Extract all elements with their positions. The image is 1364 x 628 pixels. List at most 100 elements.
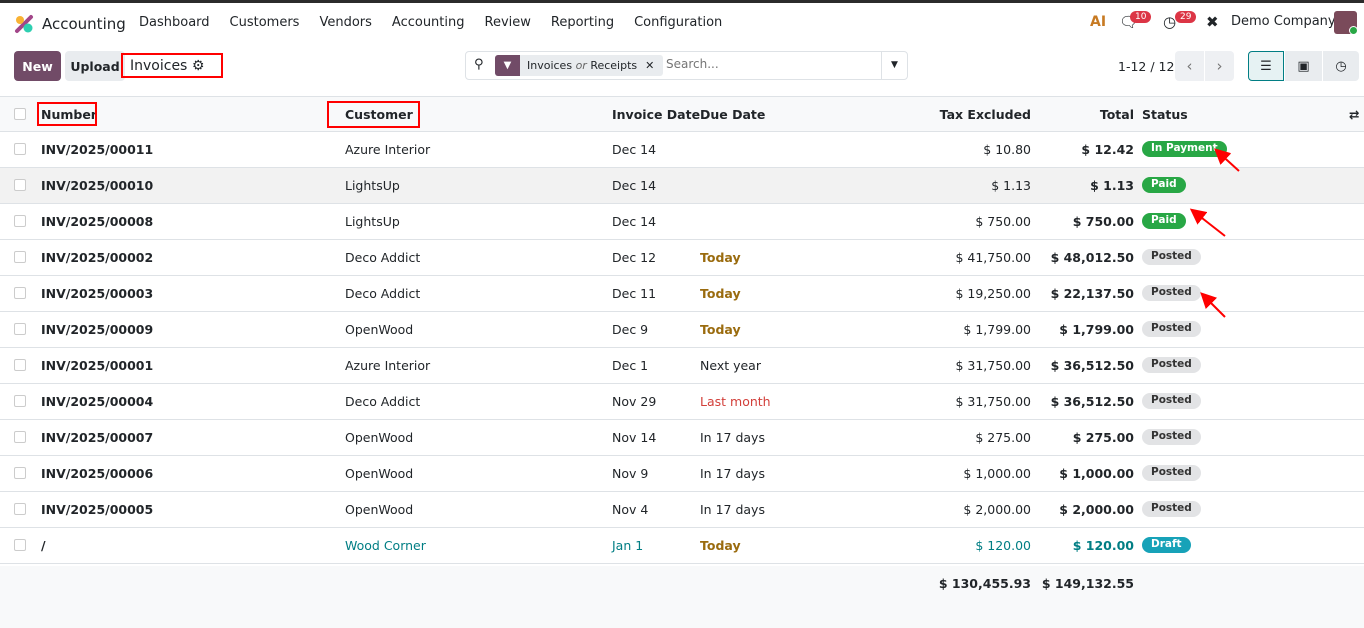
customer-name: OpenWood bbox=[345, 430, 414, 445]
annotation-arrow bbox=[1189, 208, 1226, 237]
customer-name: Deco Addict bbox=[345, 286, 421, 301]
company-switcher[interactable]: Demo Company bbox=[1231, 14, 1336, 29]
due-date: Today bbox=[700, 250, 741, 265]
column-invoice-date[interactable]: Invoice Date bbox=[612, 107, 701, 122]
column-customer[interactable]: Customer bbox=[345, 107, 413, 122]
activity-clock-icon[interactable]: ◷ bbox=[1163, 13, 1177, 31]
tax-excluded: $ 1.13 bbox=[991, 178, 1031, 193]
row-checkbox[interactable] bbox=[14, 287, 26, 299]
total: $ 1.13 bbox=[1090, 178, 1134, 193]
status-badge: Posted bbox=[1142, 465, 1201, 481]
row-checkbox[interactable] bbox=[14, 431, 26, 443]
customer-name: Wood Corner bbox=[345, 538, 426, 553]
table-row[interactable]: INV/2025/00008 LightsUp Dec 14 $ 750.00 … bbox=[0, 204, 1364, 240]
invoice-number[interactable]: INV/2025/00004 bbox=[41, 394, 154, 409]
tax-excluded: $ 1,799.00 bbox=[963, 322, 1031, 337]
tools-icon[interactable]: ✖ bbox=[1206, 13, 1219, 31]
invoice-number[interactable]: / bbox=[41, 538, 46, 553]
column-status[interactable]: Status bbox=[1142, 107, 1188, 122]
row-checkbox[interactable] bbox=[14, 215, 26, 227]
invoice-date: Nov 9 bbox=[612, 466, 649, 481]
menu-reporting[interactable]: Reporting bbox=[550, 15, 615, 30]
gear-icon[interactable]: ⚙ bbox=[191, 58, 205, 74]
column-tax-excluded[interactable]: Tax Excluded bbox=[939, 107, 1031, 122]
invoice-number[interactable]: INV/2025/00011 bbox=[41, 142, 154, 157]
invoice-number[interactable]: INV/2025/00001 bbox=[41, 358, 154, 373]
table-row[interactable]: INV/2025/00011 Azure Interior Dec 14 $ 1… bbox=[0, 132, 1364, 168]
menu-dashboard[interactable]: Dashboard bbox=[139, 15, 210, 30]
invoice-number[interactable]: INV/2025/00010 bbox=[41, 178, 154, 193]
new-button[interactable]: New bbox=[14, 51, 61, 81]
app-logo-icon[interactable] bbox=[14, 14, 34, 34]
table-row[interactable]: INV/2025/00007 OpenWood Nov 14 In 17 day… bbox=[0, 420, 1364, 456]
table-row[interactable]: INV/2025/00003 Deco Addict Dec 11 Today … bbox=[0, 276, 1364, 312]
total: $ 750.00 bbox=[1072, 214, 1134, 229]
menu-review[interactable]: Review bbox=[484, 15, 531, 30]
table-row[interactable]: INV/2025/00009 OpenWood Dec 9 Today $ 1,… bbox=[0, 312, 1364, 348]
app-name[interactable]: Accounting bbox=[42, 15, 126, 33]
activity-view-button[interactable]: ◷ bbox=[1323, 51, 1359, 81]
due-date: In 17 days bbox=[700, 466, 765, 481]
row-checkbox[interactable] bbox=[14, 395, 26, 407]
invoice-date: Dec 14 bbox=[612, 214, 657, 229]
pager-previous-button[interactable]: ‹ bbox=[1175, 51, 1204, 81]
invoice-number[interactable]: INV/2025/00008 bbox=[41, 214, 154, 229]
due-date: In 17 days bbox=[700, 430, 765, 445]
menu-configuration[interactable]: Configuration bbox=[634, 15, 723, 30]
row-checkbox[interactable] bbox=[14, 143, 26, 155]
invoice-number[interactable]: INV/2025/00005 bbox=[41, 502, 154, 517]
invoice-date: Jan 1 bbox=[612, 538, 644, 553]
status-badge: In Payment bbox=[1142, 141, 1227, 157]
total: $ 2,000.00 bbox=[1059, 502, 1134, 517]
list-view-button[interactable]: ☰ bbox=[1248, 51, 1284, 81]
column-total[interactable]: Total bbox=[1099, 107, 1134, 122]
upload-button[interactable]: Upload bbox=[65, 51, 125, 81]
total: $ 36,512.50 bbox=[1050, 358, 1134, 373]
pager-next-button[interactable]: › bbox=[1205, 51, 1234, 81]
invoice-number[interactable]: INV/2025/00009 bbox=[41, 322, 154, 337]
menu-vendors[interactable]: Vendors bbox=[319, 15, 372, 30]
invoice-number[interactable]: INV/2025/00007 bbox=[41, 430, 154, 445]
table-row[interactable]: / Wood Corner Jan 1 Today $ 120.00 $ 120… bbox=[0, 528, 1364, 564]
activities-badge: 29 bbox=[1175, 11, 1197, 23]
row-checkbox[interactable] bbox=[14, 539, 26, 551]
status-badge: Posted bbox=[1142, 249, 1201, 265]
row-checkbox[interactable] bbox=[14, 503, 26, 515]
invoice-date: Dec 9 bbox=[612, 322, 649, 337]
menu-customers[interactable]: Customers bbox=[229, 15, 300, 30]
tax-excluded: $ 2,000.00 bbox=[963, 502, 1031, 517]
table-row[interactable]: INV/2025/00010 LightsUp Dec 14 $ 1.13 $ … bbox=[0, 168, 1364, 204]
customer-name: OpenWood bbox=[345, 322, 414, 337]
kanban-view-button[interactable]: ▣ bbox=[1285, 51, 1322, 81]
search-options-toggle[interactable]: ▼ bbox=[881, 52, 907, 79]
row-checkbox[interactable] bbox=[14, 467, 26, 479]
table-row[interactable]: INV/2025/00005 OpenWood Nov 4 In 17 days… bbox=[0, 492, 1364, 528]
table-row[interactable]: INV/2025/00006 OpenWood Nov 9 In 17 days… bbox=[0, 456, 1364, 492]
invoice-number[interactable]: INV/2025/00006 bbox=[41, 466, 154, 481]
status-badge: Posted bbox=[1142, 501, 1201, 517]
tax-excluded: $ 41,750.00 bbox=[955, 250, 1031, 265]
filter-icon: ▼ bbox=[495, 55, 520, 76]
optional-columns-icon[interactable]: ⇄ bbox=[1349, 107, 1360, 122]
select-all-checkbox[interactable] bbox=[14, 108, 26, 120]
invoice-number[interactable]: INV/2025/00003 bbox=[41, 286, 154, 301]
column-number[interactable]: Number bbox=[41, 107, 97, 122]
search-icon[interactable]: ⚲ bbox=[474, 57, 484, 72]
invoice-number[interactable]: INV/2025/00002 bbox=[41, 250, 154, 265]
row-checkbox[interactable] bbox=[14, 323, 26, 335]
ai-icon[interactable]: AI bbox=[1090, 14, 1107, 30]
facet-remove-icon[interactable]: ✕ bbox=[645, 59, 655, 72]
row-checkbox[interactable] bbox=[14, 179, 26, 191]
pager-value[interactable]: 1-12 / 12 bbox=[1118, 59, 1175, 74]
row-checkbox[interactable] bbox=[14, 359, 26, 371]
table-row[interactable]: INV/2025/00001 Azure Interior Dec 1 Next… bbox=[0, 348, 1364, 384]
search-input[interactable] bbox=[666, 57, 866, 71]
table-row[interactable]: INV/2025/00002 Deco Addict Dec 12 Today … bbox=[0, 240, 1364, 276]
menu-accounting[interactable]: Accounting bbox=[391, 15, 465, 30]
total: $ 275.00 bbox=[1072, 430, 1134, 445]
tax-excluded: $ 19,250.00 bbox=[955, 286, 1031, 301]
table-row[interactable]: INV/2025/00004 Deco Addict Nov 29 Last m… bbox=[0, 384, 1364, 420]
row-checkbox[interactable] bbox=[14, 251, 26, 263]
column-due-date[interactable]: Due Date bbox=[700, 107, 766, 122]
annotation-box-customer bbox=[327, 101, 420, 128]
